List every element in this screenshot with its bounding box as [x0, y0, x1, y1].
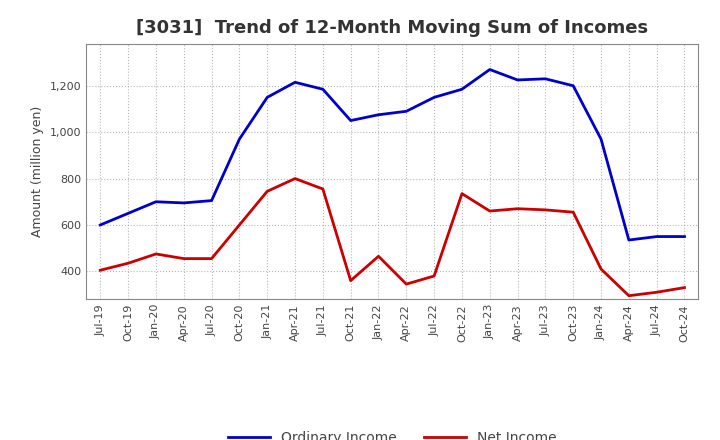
Title: [3031]  Trend of 12-Month Moving Sum of Incomes: [3031] Trend of 12-Month Moving Sum of I…	[136, 19, 649, 37]
Ordinary Income	[430, 95, 438, 100]
Ordinary Income	[152, 199, 161, 205]
Ordinary Income	[513, 77, 522, 83]
Ordinary Income	[374, 112, 383, 117]
Net Income	[235, 222, 243, 227]
Net Income	[318, 187, 327, 192]
Net Income	[569, 209, 577, 215]
Net Income	[402, 282, 410, 287]
Net Income	[96, 268, 104, 273]
Net Income	[541, 207, 550, 213]
Ordinary Income	[291, 80, 300, 85]
Ordinary Income	[346, 118, 355, 123]
Net Income	[513, 206, 522, 211]
Net Income	[374, 253, 383, 259]
Net Income	[458, 191, 467, 196]
Line: Ordinary Income: Ordinary Income	[100, 70, 685, 240]
Ordinary Income	[96, 222, 104, 227]
Ordinary Income	[402, 109, 410, 114]
Net Income	[291, 176, 300, 181]
Net Income	[179, 256, 188, 261]
Ordinary Income	[541, 76, 550, 81]
Net Income	[124, 260, 132, 266]
Net Income	[263, 189, 271, 194]
Net Income	[207, 256, 216, 261]
Ordinary Income	[207, 198, 216, 203]
Net Income	[430, 273, 438, 279]
Ordinary Income	[485, 67, 494, 72]
Ordinary Income	[318, 87, 327, 92]
Net Income	[597, 266, 606, 271]
Ordinary Income	[179, 200, 188, 205]
Net Income	[680, 285, 689, 290]
Ordinary Income	[124, 211, 132, 216]
Legend: Ordinary Income, Net Income: Ordinary Income, Net Income	[222, 425, 562, 440]
Ordinary Income	[263, 95, 271, 100]
Ordinary Income	[235, 136, 243, 142]
Ordinary Income	[652, 234, 661, 239]
Net Income	[652, 290, 661, 295]
Ordinary Income	[569, 83, 577, 88]
Ordinary Income	[597, 136, 606, 142]
Net Income	[624, 293, 633, 298]
Net Income	[485, 209, 494, 214]
Line: Net Income: Net Income	[100, 179, 685, 296]
Ordinary Income	[624, 238, 633, 243]
Ordinary Income	[458, 87, 467, 92]
Net Income	[152, 251, 161, 257]
Net Income	[346, 278, 355, 283]
Ordinary Income	[680, 234, 689, 239]
Y-axis label: Amount (million yen): Amount (million yen)	[32, 106, 45, 237]
